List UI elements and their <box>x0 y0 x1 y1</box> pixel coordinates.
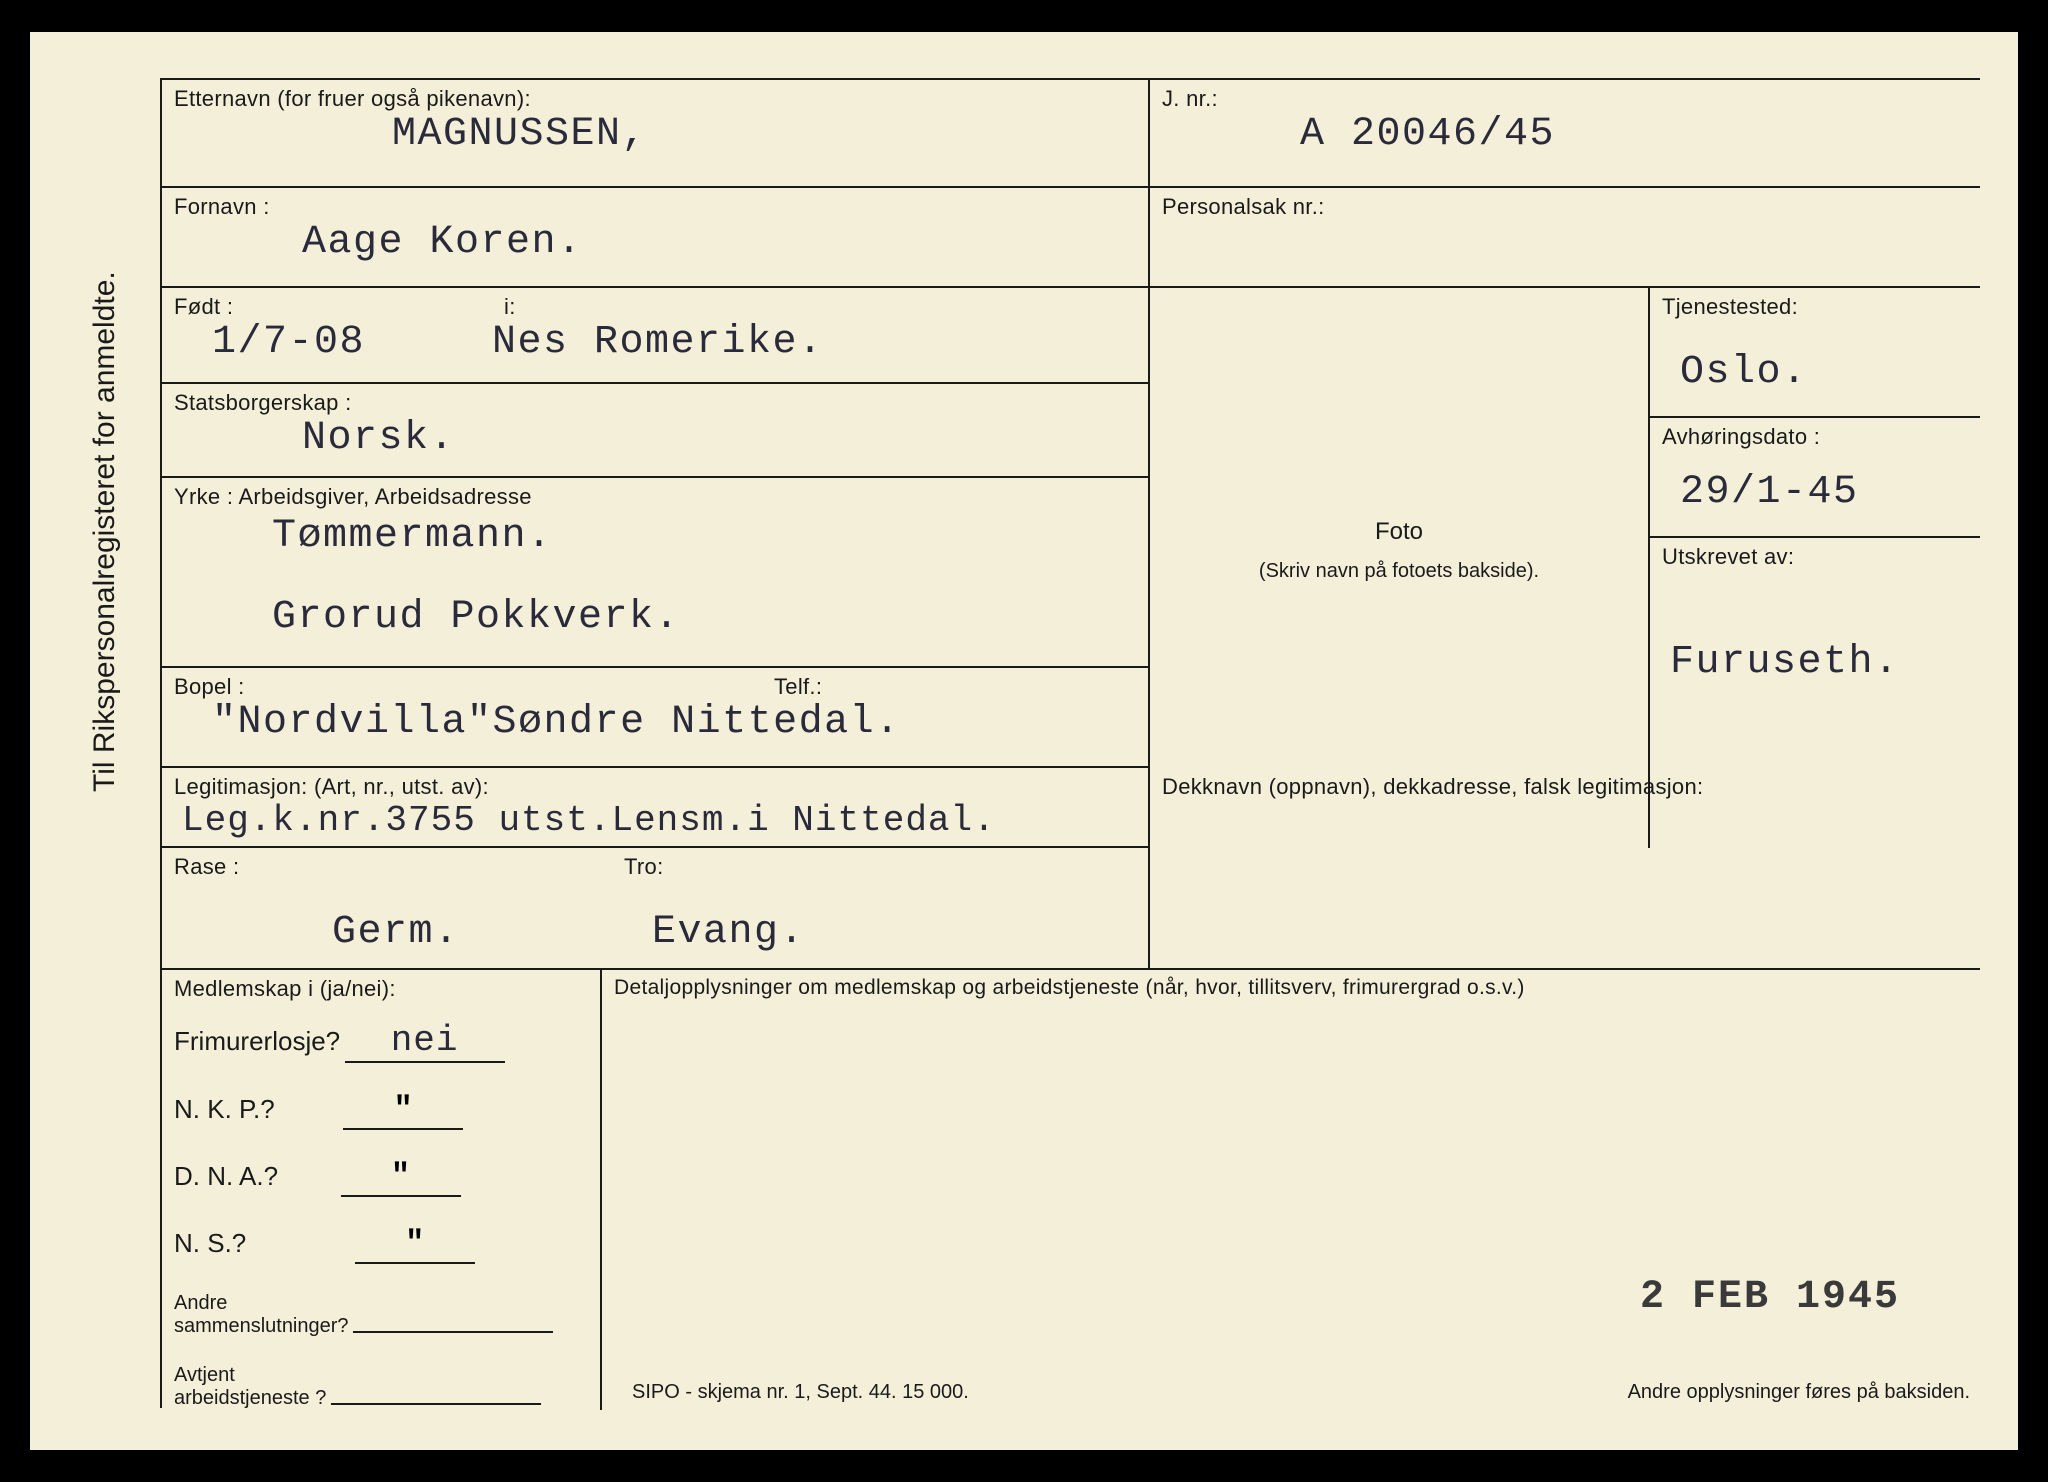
cell-legitimasjon: Legitimasjon: (Art, nr., utst. av): Leg.… <box>162 768 1150 848</box>
memb-nkp-label: N. K. P.? <box>174 1094 275 1124</box>
value-fodt: 1/7-08 <box>162 320 492 365</box>
cell-etternavn: Etternavn (for fruer også pikenavn): MAG… <box>162 80 1150 188</box>
foto-note: (Skriv navn på fotoets bakside). <box>1150 560 1648 583</box>
cell-personalsak: Personalsak nr.: <box>1150 188 1980 288</box>
value-rase: Germ. <box>162 910 612 955</box>
label-foto: Foto <box>1150 518 1648 546</box>
memb-avtjent-label: Avtjent arbeidstjeneste ? <box>174 1364 326 1410</box>
footer-skjema: SIPO - skjema nr. 1, Sept. 44. 15 000. <box>632 1381 969 1404</box>
label-detalj: Detaljopplysninger om medlemskap og arbe… <box>602 970 1980 1000</box>
cell-membership: Medlemskap i (ja/nei): Frimurerlosje? ne… <box>162 970 602 1410</box>
value-legitimasjon: Leg.k.nr.3755 utst.Lensm.i Nittedal. <box>162 800 1148 841</box>
footer-andreoppl: Andre opplysninger føres på baksiden. <box>1628 1381 1970 1404</box>
label-rase: Rase : <box>162 848 612 880</box>
memb-avtjent-line <box>331 1403 541 1405</box>
label-jnr: J. nr.: <box>1150 80 1980 112</box>
cell-fodt: Født : i: 1/7-08 Nes Romerike. <box>162 288 1150 384</box>
value-etternavn: MAGNUSSEN, <box>162 112 1148 157</box>
cell-utskrevet: Utskrevet av: Furuseth. <box>1650 538 1980 718</box>
value-yrke1: Tømmermann. <box>162 514 1148 559</box>
document-card: Til Rikspersonalregisteret for anmeldte.… <box>30 32 2018 1450</box>
cell-tjenestested: Tjenestested: Oslo. <box>1650 288 1980 418</box>
value-tjenestested: Oslo. <box>1650 320 1980 395</box>
memb-frimurer-value: nei <box>345 1020 505 1063</box>
label-i: i: <box>492 288 516 320</box>
date-stamp: 2 FEB 1945 <box>1640 1275 1900 1320</box>
memb-nkp-value: " <box>343 1091 463 1130</box>
label-etternavn: Etternavn (for fruer også pikenavn): <box>162 80 1148 112</box>
label-utskrevet: Utskrevet av: <box>1650 538 1980 570</box>
value-tro: Evang. <box>612 910 805 955</box>
form-grid: Etternavn (for fruer også pikenavn): MAG… <box>160 78 1980 1408</box>
memb-ns-value: " <box>355 1225 475 1264</box>
label-legitimasjon: Legitimasjon: (Art, nr., utst. av): <box>162 768 1148 800</box>
memb-ns-label: N. S.? <box>174 1228 246 1258</box>
cell-dekknavn-body <box>1150 846 1980 970</box>
cell-detalj: Detaljopplysninger om medlemskap og arbe… <box>602 970 1980 1410</box>
memb-dna-value: " <box>341 1158 461 1197</box>
cell-avhoringsdato: Avhøringsdato : 29/1-45 <box>1650 418 1980 538</box>
cell-dekknavn: Dekknavn (oppnavn), dekkadresse, falsk l… <box>1150 768 1980 848</box>
value-bopel: "Nordvilla"Søndre Nittedal. <box>162 700 1148 745</box>
label-yrke: Yrke : Arbeidsgiver, Arbeidsadresse <box>162 478 1148 510</box>
value-i: Nes Romerike. <box>492 320 824 365</box>
memb-andre-label: Andre sammenslutninger? <box>174 1292 349 1338</box>
label-avhoringsdato: Avhøringsdato : <box>1650 418 1980 450</box>
label-fodt: Født : <box>162 288 492 320</box>
label-medlemskap: Medlemskap i (ja/nei): <box>162 970 600 1002</box>
label-tro: Tro: <box>612 848 664 880</box>
value-fornavn: Aage Koren. <box>162 220 1148 265</box>
label-statsborgerskap: Statsborgerskap : <box>162 384 1148 416</box>
value-avhoringsdato: 29/1-45 <box>1650 450 1980 515</box>
memb-dna-label: D. N. A.? <box>174 1161 278 1191</box>
value-utskrevet: Furuseth. <box>1650 570 1980 685</box>
value-statsborgerskap: Norsk. <box>162 416 1148 461</box>
cell-statsborgerskap: Statsborgerskap : Norsk. <box>162 384 1150 478</box>
cell-yrke: Yrke : Arbeidsgiver, Arbeidsadresse Tømm… <box>162 478 1150 668</box>
cell-rase-tro: Rase : Tro: Germ. Evang. <box>162 848 1150 970</box>
label-dekknavn: Dekknavn (oppnavn), dekkadresse, falsk l… <box>1150 768 1980 800</box>
label-telf: Telf.: <box>762 668 822 700</box>
memb-frimurer-label: Frimurerlosje? <box>174 1026 340 1056</box>
label-personalsak: Personalsak nr.: <box>1150 188 1980 220</box>
cell-jnr: J. nr.: A 20046/45 <box>1150 80 1980 188</box>
cell-fornavn: Fornavn : Aage Koren. <box>162 188 1150 288</box>
value-yrke2: Grorud Pokkverk. <box>162 595 1148 640</box>
cell-bopel: Bopel : Telf.: "Nordvilla"Søndre Nitteda… <box>162 668 1150 768</box>
cell-foto: Foto (Skriv navn på fotoets bakside). <box>1150 288 1650 848</box>
label-fornavn: Fornavn : <box>162 188 1148 220</box>
label-bopel: Bopel : <box>162 668 762 700</box>
value-jnr: A 20046/45 <box>1150 112 1980 157</box>
side-label: Til Rikspersonalregisteret for anmeldte. <box>88 271 122 792</box>
memb-andre-line <box>353 1331 553 1333</box>
label-tjenestested: Tjenestested: <box>1650 288 1980 320</box>
